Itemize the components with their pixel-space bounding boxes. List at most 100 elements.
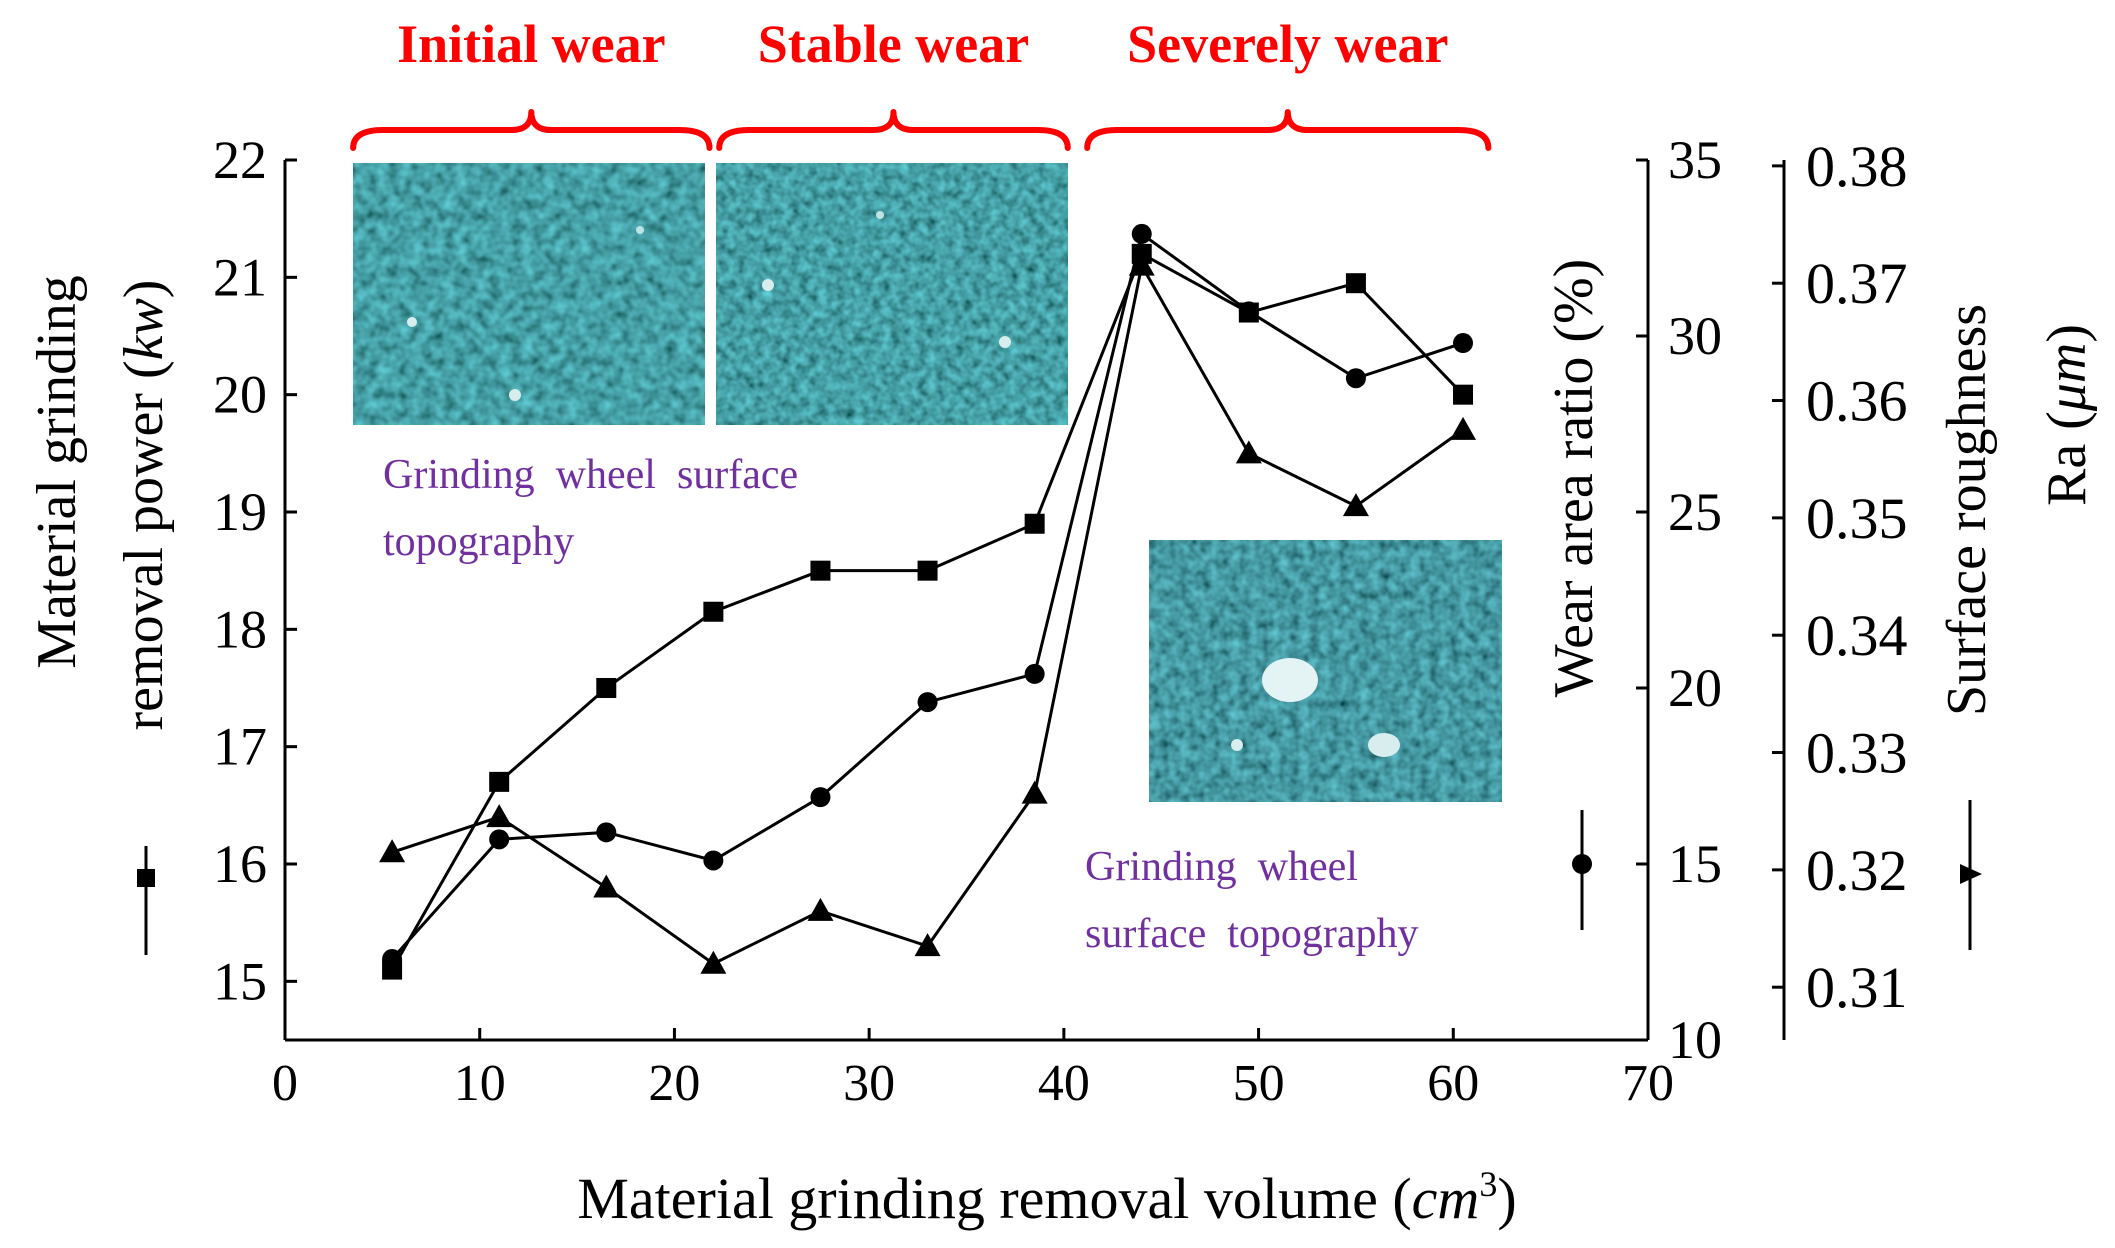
- annotation-topography-2-line1: Grinding wheel: [1085, 844, 1358, 890]
- data-point-circle: [1345, 368, 1366, 389]
- data-point-triangle: [1128, 252, 1155, 276]
- x-axis-title-unit: cm: [1412, 1166, 1480, 1231]
- micrograph-initial-wear: [353, 163, 705, 425]
- data-point-triangle: [1021, 780, 1048, 804]
- right1-tick-label: 20: [1668, 658, 1722, 718]
- annotation-topography-1-line2: topography: [383, 519, 574, 565]
- micrograph-stable-wear: [716, 163, 1068, 425]
- right2-tick-label: 0.36: [1806, 369, 1908, 434]
- stage-label-0: Initial wear: [397, 14, 665, 74]
- data-point-circle: [917, 692, 938, 713]
- data-point-square: [1024, 513, 1045, 534]
- left-tick-label: 19: [213, 482, 267, 542]
- data-point-circle: [1131, 223, 1152, 244]
- stage-brace-0: [350, 109, 713, 151]
- data-point-square: [1453, 384, 1474, 405]
- left-axis: 15 16 17 18 19 20 21 22: [213, 130, 297, 1040]
- annotation-topography-1: Grinding wheel surface topography: [383, 452, 798, 565]
- x-tick-label: 30: [843, 1055, 895, 1112]
- left-tick-label: 16: [213, 834, 267, 894]
- x-tick-label: 60: [1427, 1055, 1479, 1112]
- right2-tick-label: 0.37: [1806, 251, 1908, 316]
- right1-tick-label: 10: [1668, 1010, 1722, 1070]
- right1-axis-title: Wear area ratio (%): [1543, 259, 1605, 698]
- right2-tick-label: 0.38: [1806, 134, 1908, 199]
- x-tick-label: 0: [272, 1055, 298, 1112]
- right2-tick-label: 0.35: [1806, 486, 1908, 551]
- stage-braces: Initial wear Stable wear Severely wear: [350, 14, 1492, 151]
- data-point-triangle: [1342, 493, 1369, 517]
- data-point-triangle: [700, 950, 727, 974]
- data-point-square: [489, 771, 510, 792]
- x-axis-title-exp: 3: [1479, 1164, 1497, 1204]
- data-point-triangle: [1450, 416, 1477, 440]
- stage-label-2: Severely wear: [1127, 14, 1448, 74]
- data-point-square: [917, 560, 938, 581]
- right2-tick-label: 0.34: [1806, 603, 1908, 668]
- right1-tick-label: 25: [1668, 482, 1722, 542]
- x-tick-label: 50: [1233, 1055, 1285, 1112]
- right2-axis-title-line1: Surface roughness: [1936, 304, 1998, 716]
- left-axis-title-2: removal power (kw): [113, 280, 175, 731]
- stage-brace-1: [716, 109, 1071, 151]
- data-point-circle: [703, 850, 724, 871]
- left-legend-key: [137, 846, 155, 955]
- stage-brace-2: [1084, 109, 1492, 151]
- annotation-topography-2: Grinding wheel surface topography: [1085, 844, 1419, 957]
- data-point-circle: [382, 949, 403, 970]
- right-axis-wear-ratio: 10 15 20 25 30 35: [1636, 130, 1722, 1070]
- data-point-triangle: [593, 874, 620, 898]
- right1-tick-label: 30: [1668, 306, 1722, 366]
- data-point-circle: [1453, 333, 1474, 354]
- data-point-circle: [1238, 301, 1259, 322]
- x-tick-label: 70: [1622, 1055, 1674, 1112]
- data-point-square: [596, 678, 617, 698]
- data-point-circle: [1024, 663, 1045, 684]
- data-point-square: [703, 601, 724, 622]
- left-axis-title-close: ): [113, 280, 175, 299]
- left-tick-label: 17: [213, 717, 267, 777]
- right2-axis-title: Surface roughness: [1936, 304, 1998, 716]
- left-axis-title: Material grinding: [26, 275, 88, 668]
- data-point-square: [810, 560, 831, 581]
- data-point-circle: [810, 787, 831, 808]
- left-axis-title-unit: kw: [113, 298, 175, 360]
- micrograph-severe-wear: [1149, 540, 1502, 802]
- left-tick-label: 15: [213, 951, 267, 1011]
- x-tick-label: 10: [454, 1055, 506, 1112]
- stage-label-1: Stable wear: [758, 14, 1029, 74]
- data-point-triangle: [914, 933, 941, 957]
- right1-axis-title-text: Wear area ratio (%): [1543, 259, 1605, 698]
- right1-legend-key: [1572, 810, 1592, 930]
- left-axis-title-line1: Material grinding: [26, 275, 88, 668]
- right2-axis-title-line2: Ra (μm): [2036, 324, 2098, 506]
- data-point-square: [1345, 273, 1366, 294]
- data-point-triangle: [807, 897, 834, 921]
- right1-tick-label: 15: [1668, 834, 1722, 894]
- annotation-topography-1-line1: Grinding wheel surface: [383, 452, 798, 498]
- left-tick-label: 20: [213, 365, 267, 425]
- right1-tick-label: 35: [1668, 130, 1722, 190]
- data-point-circle: [596, 822, 617, 843]
- data-point-circle: [489, 829, 510, 850]
- series-circle: [382, 223, 1474, 970]
- x-tick-label: 20: [648, 1055, 700, 1112]
- right-axis-roughness: 0.31 0.32 0.33 0.34 0.35 0.36 0.37 0.38: [1772, 134, 1908, 1040]
- x-axis-title: Material grinding removal volume (cm3): [577, 1164, 1516, 1231]
- right2-tick-label: 0.31: [1806, 955, 1908, 1020]
- x-axis: 0 10 20 30 40 50 60 70: [272, 1028, 1674, 1112]
- annotation-topography-2-line2: surface topography: [1085, 911, 1419, 957]
- right2-tick-label: 0.33: [1806, 721, 1908, 786]
- right2-axis-title-close: ): [2036, 324, 2098, 343]
- data-point-triangle: [486, 804, 513, 828]
- right2-axis-title-line2-text: Ra (: [2036, 411, 2098, 506]
- right2-axis-title-unit: μm: [2036, 343, 2098, 413]
- right2-tick-label: 0.32: [1806, 838, 1908, 903]
- left-axis-title-line2: removal power (kw): [113, 280, 175, 731]
- left-tick-label: 22: [213, 130, 267, 190]
- x-tick-label: 40: [1038, 1055, 1090, 1112]
- data-point-triangle: [1235, 440, 1262, 464]
- left-axis-title-line2-text: removal power (: [113, 360, 175, 730]
- series-group: [379, 223, 1477, 980]
